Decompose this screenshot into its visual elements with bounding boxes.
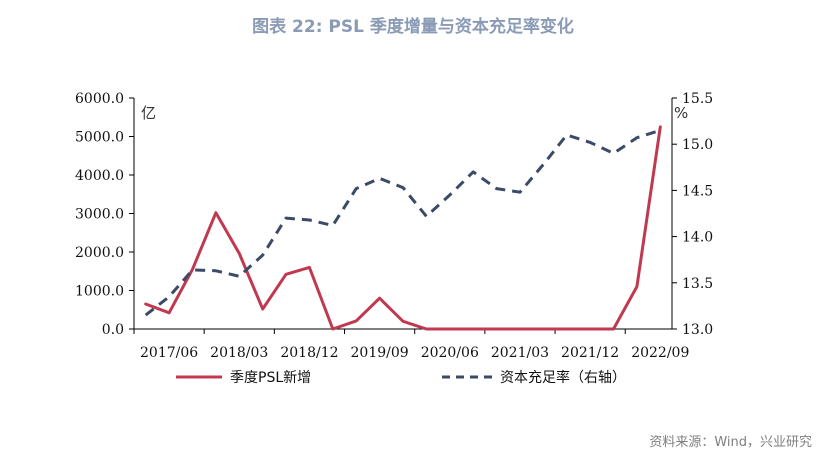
right-tick-label: 15.0 (682, 137, 713, 153)
x-tick-label: 2018/03 (210, 345, 268, 361)
source-note: 资料来源：Wind，兴业研究 (649, 435, 812, 450)
legend-label-psl: 季度PSL新增 (230, 370, 311, 386)
car-series-line (144, 128, 661, 317)
chart-title: 图表 22: PSL 季度增量与资本充足率变化 (252, 17, 574, 37)
right-tick-label: 14.5 (682, 183, 713, 199)
x-tick-label: 2022/09 (631, 345, 689, 361)
right-tick-label: 13.0 (682, 322, 713, 338)
right-tick-label: 14.0 (682, 230, 713, 246)
x-tick-label: 2019/09 (351, 345, 409, 361)
legend: 季度PSL新增 资本充足率（右轴） (176, 369, 626, 386)
series-layer (144, 125, 662, 331)
left-tick-label: 0.0 (102, 322, 124, 338)
psl-series-line (144, 125, 662, 331)
x-tick-label: 2018/12 (280, 345, 338, 361)
left-tick-label: 1000.0 (75, 284, 124, 300)
left-tick-label: 6000.0 (75, 91, 124, 107)
right-tick-label: 13.5 (682, 276, 713, 292)
left-tick-label: 4000.0 (75, 168, 124, 184)
legend-label-car: 资本充足率（右轴） (500, 369, 626, 386)
right-axis-ticks: 13.0 13.5 14.0 14.5 15.0 15.5 (672, 91, 713, 338)
right-tick-label: 15.5 (682, 91, 713, 107)
left-axis-ticks: 0.0 1000.0 2000.0 3000.0 4000.0 5000.0 6000.0 (75, 91, 134, 338)
x-tick-label: 2017/06 (140, 345, 198, 361)
left-tick-label: 5000.0 (75, 130, 124, 146)
left-tick-label: 2000.0 (75, 245, 124, 261)
x-tick-label: 2021/03 (491, 345, 549, 361)
right-axis-unit: % (674, 104, 688, 122)
x-tick-label: 2021/12 (561, 345, 619, 361)
left-tick-label: 3000.0 (75, 207, 124, 223)
x-axis-ticks: 2017/06 2018/03 2018/12 2019/09 2020/06 2021/… (133, 329, 689, 361)
left-axis-unit: 亿 (141, 104, 156, 122)
x-tick-label: 2020/06 (421, 345, 479, 361)
